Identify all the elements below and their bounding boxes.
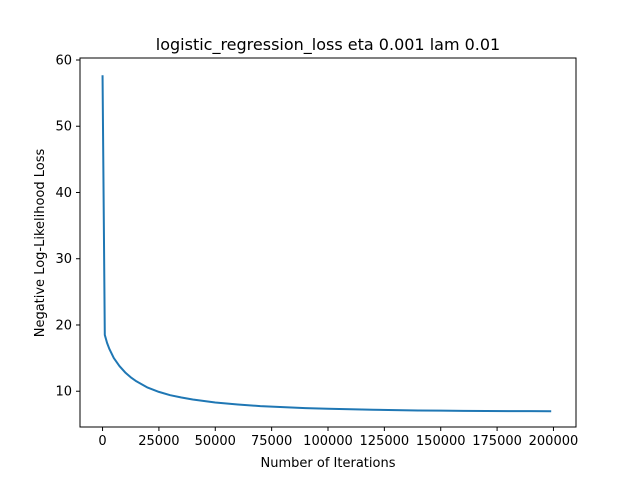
y-tick-label: 40 xyxy=(55,186,72,201)
x-tick-label: 0 xyxy=(98,434,106,449)
x-axis-label: Number of Iterations xyxy=(261,456,396,471)
chart-title: logistic_regression_loss eta 0.001 lam 0… xyxy=(156,35,500,55)
x-tick-label: 100000 xyxy=(303,434,353,449)
x-tick-label: 200000 xyxy=(529,434,579,449)
x-tick-label: 25000 xyxy=(138,434,179,449)
series-line-0 xyxy=(101,75,552,413)
y-tick-label: 30 xyxy=(55,252,72,267)
x-tick-label: 50000 xyxy=(195,434,236,449)
y-axis-label: Negative Log-Likelihood Loss xyxy=(33,148,48,337)
x-tick-label: 150000 xyxy=(416,434,466,449)
y-tick-label: 20 xyxy=(55,318,72,333)
x-tick-label: 175000 xyxy=(472,434,522,449)
x-tick-label: 125000 xyxy=(360,434,410,449)
plot-area: 0 25000 50000 75000 100000 125000 150000 175000… xyxy=(55,53,578,449)
y-tick-label: 10 xyxy=(55,385,72,400)
y-tick-label: 60 xyxy=(55,53,72,68)
y-tick-label: 50 xyxy=(55,120,72,135)
x-tick-label: 75000 xyxy=(251,434,292,449)
